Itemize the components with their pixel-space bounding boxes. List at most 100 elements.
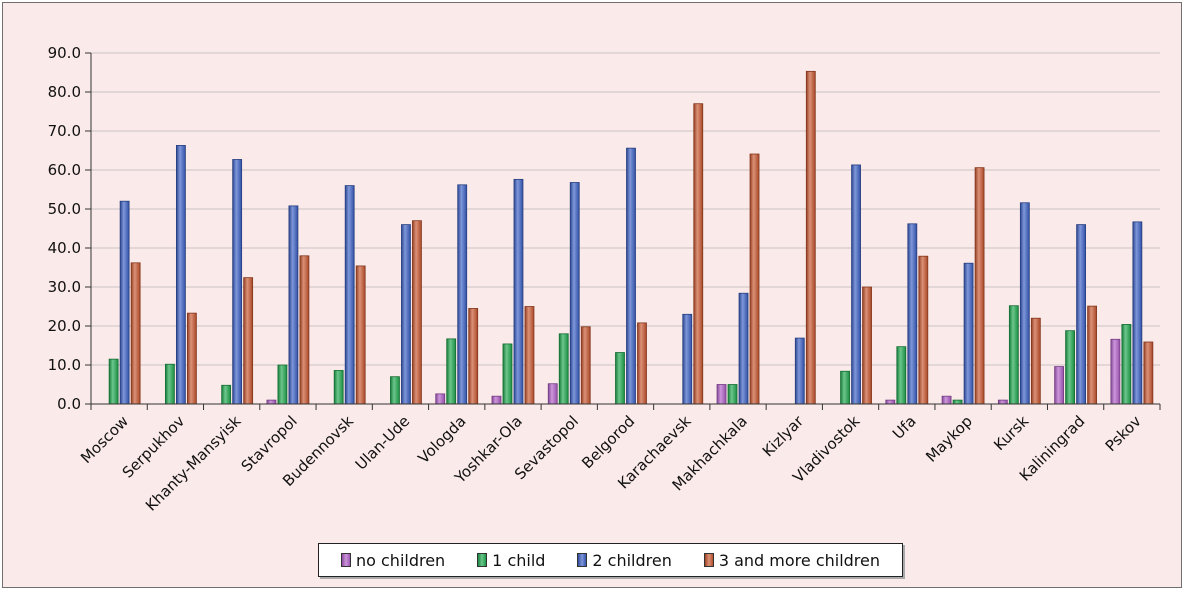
bar-no-children-Stavropol (266, 399, 277, 405)
bar-3-and-more-children-Stavropol (299, 255, 310, 405)
legend-label: 3 and more children (718, 550, 881, 570)
legend-label: no children (355, 550, 446, 570)
bar-3-and-more-children-Vologda (468, 308, 479, 405)
bar-1-child-Khanty-Mansyisk (221, 384, 232, 405)
legend-swatch (703, 553, 714, 567)
bar-2-children-Yoshkar-Ola (513, 178, 524, 405)
bar-1-child-Kaliningrad (1065, 330, 1076, 405)
legend-item: no children (340, 550, 446, 570)
bar-2-children-Makhachkala (738, 292, 749, 405)
bars (108, 70, 1154, 405)
legend-swatch (577, 553, 588, 567)
bar-3-and-more-children-Karachaevsk (693, 103, 704, 405)
bar-3-and-more-children-Serpukhov (186, 312, 197, 405)
x-category-label: Ulan-Ude (352, 412, 414, 474)
bar-no-children-Kaliningrad (1054, 366, 1065, 405)
bar-3-and-more-children-Budennovsk (355, 265, 366, 405)
bar-3-and-more-children-Ufa (918, 255, 929, 405)
bar-1-child-Yoshkar-Ola (502, 343, 513, 405)
bar-1-child-Ulan-Ude (390, 376, 400, 405)
x-category-label: Pskov (1102, 412, 1145, 455)
bar-3-and-more-children-Kursk (1030, 317, 1041, 405)
bar-3-and-more-children-Belgorod (637, 322, 647, 405)
bar-chart: 0.0 10.0 20.0 30.0 40.0 50.0 60.0 70.0 80.0 90.0 M… (48, 44, 1161, 515)
bar-2-children-Sevastopol (569, 182, 580, 405)
bar-3-and-more-children-Makhachkala (749, 153, 760, 405)
y-tick-label: 0.0 (57, 395, 81, 413)
bar-3-and-more-children-Pskov (1143, 341, 1154, 405)
legend-swatch (477, 553, 488, 567)
bar-1-child-Ufa (896, 346, 907, 405)
legend-item: 3 and more children (703, 550, 881, 570)
bar-1-child-Belgorod (615, 352, 625, 405)
y-tick-label: 50.0 (48, 200, 81, 218)
bar-no-children-Makhachkala (716, 384, 727, 405)
bar-2-children-Kursk (1019, 202, 1030, 405)
bar-2-children-Budennovsk (344, 185, 355, 405)
bar-2-children-Maykop (963, 262, 974, 405)
bar-1-child-Vologda (446, 338, 457, 405)
y-tick-label: 40.0 (48, 239, 81, 257)
legend-item: 1 child (477, 551, 545, 570)
legend-label: 1 child (492, 550, 546, 570)
x-category-label: Belgorod (578, 412, 638, 472)
bar-3-and-more-children-Sevastopol (580, 326, 591, 405)
bar-1-child-Maykop (952, 399, 963, 405)
bar-no-children-Vologda (435, 393, 446, 405)
x-category-label: Vologda (414, 412, 469, 467)
bar-2-children-Serpukhov (175, 145, 186, 405)
bar-2-children-Khanty-Mansyisk (232, 159, 243, 405)
y-tick-label: 70.0 (48, 122, 81, 140)
bar-2-children-Karachaevsk (682, 313, 693, 405)
bar-3-and-more-children-Ulan-Ude (412, 220, 422, 405)
legend-item: 2 children (577, 550, 672, 570)
bar-2-children-Ulan-Ude (401, 224, 411, 405)
bar-1-child-Pskov (1121, 324, 1132, 405)
y-tick-label: 10.0 (48, 356, 81, 374)
bar-3-and-more-children-Kaliningrad (1087, 305, 1098, 405)
bar-1-child-Vladivostok (840, 370, 850, 405)
bar-2-children-Ufa (907, 223, 918, 405)
y-tick-label: 20.0 (48, 317, 81, 335)
bar-no-children-Yoshkar-Ola (491, 395, 502, 405)
bar-1-child-Kursk (1008, 305, 1019, 405)
bar-1-child-Makhachkala (727, 384, 738, 405)
bar-no-children-Kursk (997, 399, 1008, 405)
y-tick-label: 30.0 (48, 278, 81, 296)
y-tick-label: 90.0 (48, 44, 81, 62)
x-category-label: Moscow (77, 412, 132, 467)
bar-2-children-Kizlyar (794, 337, 805, 405)
y-tick-label: 80.0 (48, 83, 81, 101)
x-category-label: Ufa (889, 412, 920, 443)
bar-1-child-Moscow (108, 358, 119, 405)
bar-3-and-more-children-Yoshkar-Ola (524, 306, 535, 405)
bar-3-and-more-children-Moscow (130, 262, 141, 405)
bar-2-children-Kaliningrad (1076, 224, 1087, 405)
x-category-label: Kizlyar (759, 412, 808, 461)
x-category-label: Kursk (990, 412, 1032, 454)
bar-2-children-Stavropol (288, 205, 299, 405)
bar-1-child-Serpukhov (164, 363, 175, 405)
bar-2-children-Vologda (457, 184, 468, 405)
axes (90, 53, 1160, 405)
bar-3-and-more-children-Kizlyar (805, 70, 816, 405)
bar-3-and-more-children-Vladivostok (862, 286, 872, 405)
bar-3-and-more-children-Maykop (974, 167, 985, 405)
bar-1-child-Stavropol (277, 364, 288, 405)
bar-2-children-Vladivostok (851, 164, 861, 405)
bar-2-children-Belgorod (626, 147, 636, 405)
bar-2-children-Pskov (1132, 221, 1143, 405)
x-category-label: Maykop (922, 412, 976, 466)
bar-1-child-Budennovsk (333, 370, 344, 405)
x-category-label: Khanty-Mansyisk (142, 412, 245, 515)
y-tick-label: 60.0 (48, 161, 81, 179)
bar-no-children-Pskov (1110, 338, 1121, 405)
bar-no-children-Sevastopol (547, 383, 558, 405)
bar-1-child-Sevastopol (558, 333, 569, 405)
bar-no-children-Ufa (885, 399, 896, 405)
bar-3-and-more-children-Khanty-Mansyisk (243, 277, 254, 405)
legend-label: 2 children (592, 550, 672, 570)
bar-no-children-Maykop (941, 395, 952, 405)
legend: no children 1 child 2 children 3 and more c… (318, 543, 903, 577)
